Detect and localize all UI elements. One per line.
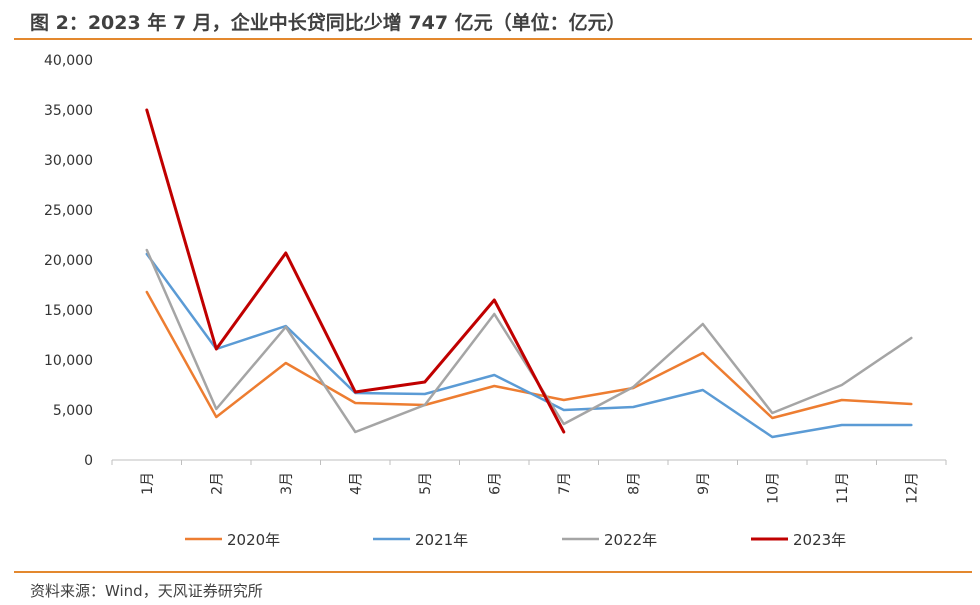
bottom-divider: [14, 571, 972, 573]
x-tick-label: 12月: [904, 472, 920, 504]
y-tick-label: 5,000: [53, 403, 93, 419]
y-tick-label: 20,000: [44, 253, 93, 269]
x-tick-label: 9月: [696, 472, 712, 495]
y-tick-label: 10,000: [44, 353, 93, 369]
source-note: 资料来源：Wind，天风证券研究所: [30, 582, 263, 600]
x-tick-label: 11月: [835, 472, 851, 504]
y-tick-label: 35,000: [44, 103, 93, 119]
chart-series: [145, 108, 913, 439]
x-tick-label: 4月: [348, 472, 364, 495]
y-tick-label: 30,000: [44, 153, 93, 169]
y-tick-label: 15,000: [44, 303, 93, 319]
x-tick-label: 8月: [626, 472, 642, 495]
x-tick-label: 10月: [765, 472, 781, 504]
chart-axes: [111, 459, 947, 465]
x-tick-label: 7月: [557, 472, 573, 495]
y-tick-label: 40,000: [44, 53, 93, 69]
x-axis-ticks: 1月 2月 3月 4月 5月 6月 7月 8月 9月 10月 11月 12月: [140, 472, 921, 504]
x-tick-label: 5月: [418, 472, 434, 495]
x-tick-label: 6月: [487, 472, 503, 495]
y-tick-label: 25,000: [44, 203, 93, 219]
chart-title: 图 2：2023 年 7 月，企业中长贷同比少增 747 亿元（单位：亿元）: [30, 12, 626, 34]
legend-label: 2022年: [604, 531, 657, 549]
legend-label: 2023年: [793, 531, 846, 549]
chart-legend: 2020年 2021年 2022年 2023年: [185, 531, 846, 549]
legend-label: 2020年: [227, 531, 280, 549]
x-tick-label: 3月: [279, 472, 295, 495]
series-line: [145, 248, 913, 434]
series-line: [145, 252, 913, 439]
y-tick-label: 0: [84, 453, 93, 469]
series-line: [145, 108, 566, 434]
top-divider: [14, 38, 972, 40]
x-tick-label: 2月: [209, 472, 225, 495]
legend-label: 2021年: [415, 531, 468, 549]
y-axis-ticks: 0 5,000 10,000 15,000 20,000 25,000 30,000 35,0…: [44, 53, 93, 469]
x-tick-label: 1月: [140, 472, 156, 495]
